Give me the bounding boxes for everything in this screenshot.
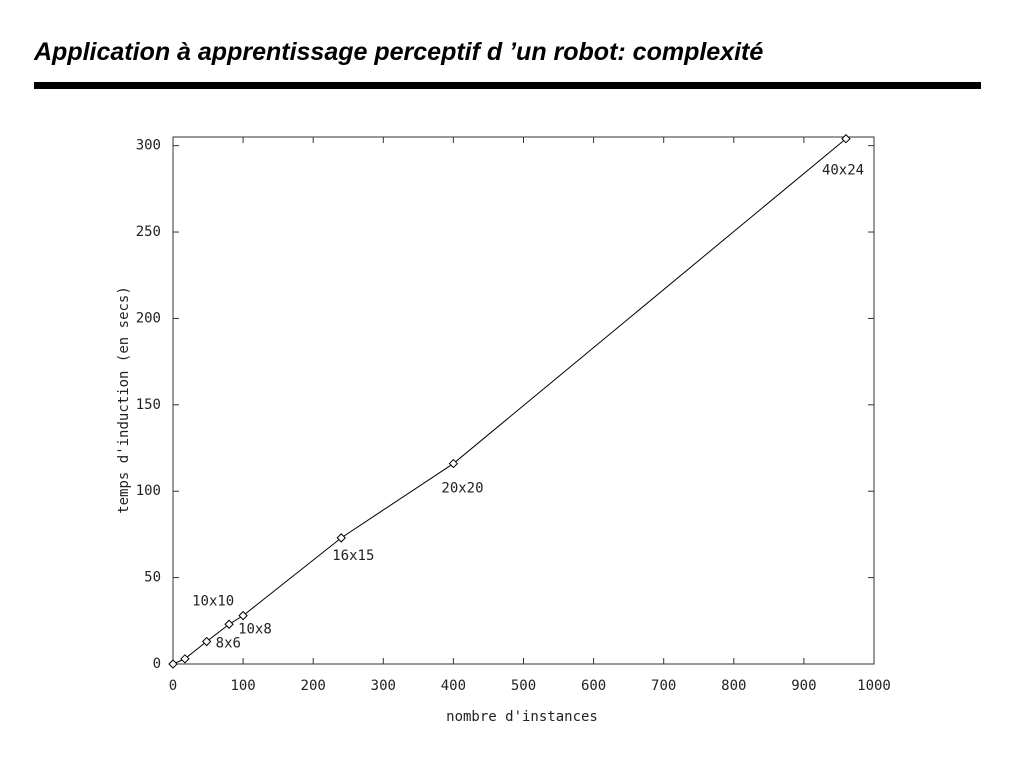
x-tick-label: 100 <box>230 678 255 694</box>
point-label: 8x6 <box>216 636 241 652</box>
point-label: 10x10 <box>192 594 234 610</box>
x-tick-label: 400 <box>441 678 466 694</box>
y-axis-title: temps d'induction (en secs) <box>116 286 132 514</box>
point-label: 10x8 <box>238 621 272 637</box>
x-tick-label: 0 <box>169 678 177 694</box>
x-tick-label: 700 <box>651 678 676 694</box>
plot-frame <box>172 136 875 665</box>
marker <box>448 458 459 469</box>
y-tick-label: 200 <box>136 310 161 326</box>
y-tick-label: 150 <box>136 397 161 413</box>
x-tick-label: 900 <box>791 678 816 694</box>
marker <box>224 619 234 629</box>
x-tick-label: 200 <box>301 678 326 694</box>
marker <box>336 533 346 543</box>
x-axis-title: nombre d'instances <box>446 709 598 725</box>
x-tick-label: 800 <box>721 678 746 694</box>
slide-title: Application à apprentissage perceptif d … <box>33 38 763 66</box>
y-tick-label: 100 <box>136 483 161 499</box>
x-tick-label: 600 <box>581 678 606 694</box>
marker <box>238 610 248 621</box>
y-tick-label: 300 <box>136 138 161 154</box>
x-tick-label: 1000 <box>857 678 891 694</box>
marker <box>180 654 190 664</box>
marker <box>168 659 178 669</box>
point-label: 20x20 <box>441 481 483 497</box>
y-tick-label: 250 <box>136 224 161 240</box>
point-label: 40x24 <box>822 163 864 179</box>
series-line <box>172 138 847 665</box>
point-label: 16x15 <box>332 548 374 564</box>
x-tick-label: 500 <box>511 678 536 694</box>
y-tick-label: 50 <box>144 570 161 586</box>
marker <box>841 134 851 144</box>
y-tick-label: 0 <box>153 656 161 672</box>
x-tick-label: 300 <box>371 678 396 694</box>
marker <box>201 636 212 647</box>
title-rule <box>34 82 981 89</box>
